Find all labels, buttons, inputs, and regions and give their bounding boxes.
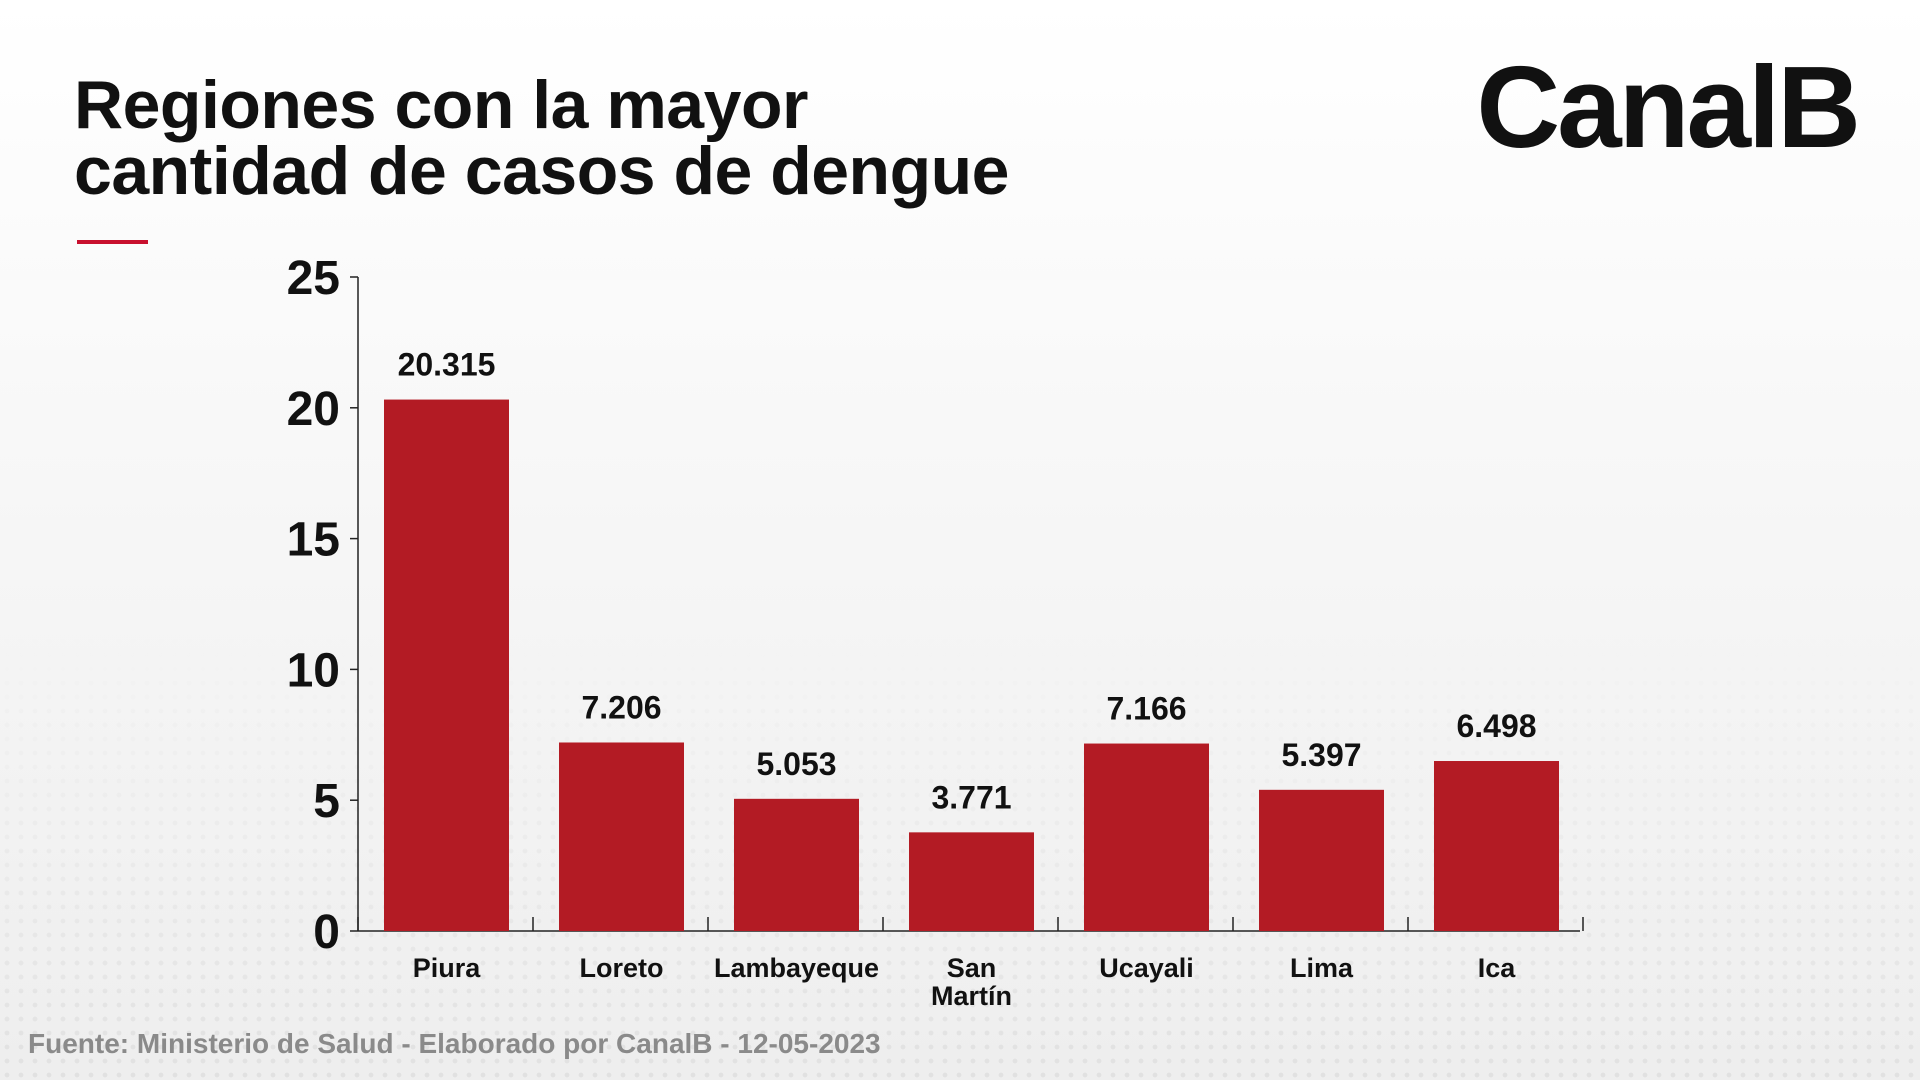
bar (559, 742, 684, 931)
y-tick-label: 0 (313, 906, 340, 959)
y-tick-label: 20 (287, 383, 340, 436)
data-label: 7.166 (1106, 691, 1186, 727)
data-label: 5.053 (756, 746, 836, 782)
x-tick-label: Martín (931, 981, 1012, 1011)
data-label: 3.771 (931, 779, 1011, 815)
bar (1434, 761, 1559, 931)
bar (1084, 743, 1209, 931)
data-label: 5.397 (1281, 737, 1361, 773)
data-label: 20.315 (398, 347, 496, 383)
chart-title-line-1: Regiones con la mayor (74, 67, 808, 143)
y-tick-label: 5 (313, 775, 340, 828)
y-tick-label: 25 (287, 252, 340, 305)
title-accent-line (77, 240, 148, 244)
bar (734, 798, 859, 931)
chart-title: Regiones con la mayor cantidad de casos … (74, 67, 1009, 209)
bar (1259, 789, 1384, 931)
data-label: 7.206 (581, 689, 661, 725)
source-note: Fuente: Ministerio de Salud - Elaborado … (28, 1028, 881, 1059)
x-tick-label: Loreto (580, 953, 664, 983)
x-tick-label: Lambayeque (714, 953, 879, 983)
brand-logo: CanalB (1476, 42, 1861, 172)
x-tick-label: Piura (413, 953, 482, 983)
x-tick-label: Ucayali (1099, 953, 1194, 983)
bar (384, 399, 509, 932)
data-label: 6.498 (1456, 708, 1536, 744)
y-tick-label: 15 (287, 514, 340, 567)
x-tick-label: Lima (1290, 953, 1354, 983)
bar (909, 832, 1034, 931)
x-tick-label: San (947, 953, 997, 983)
chart-title-line-2: cantidad de casos de dengue (74, 133, 1009, 209)
x-tick-label: Ica (1478, 953, 1517, 983)
y-tick-label: 10 (287, 644, 340, 697)
